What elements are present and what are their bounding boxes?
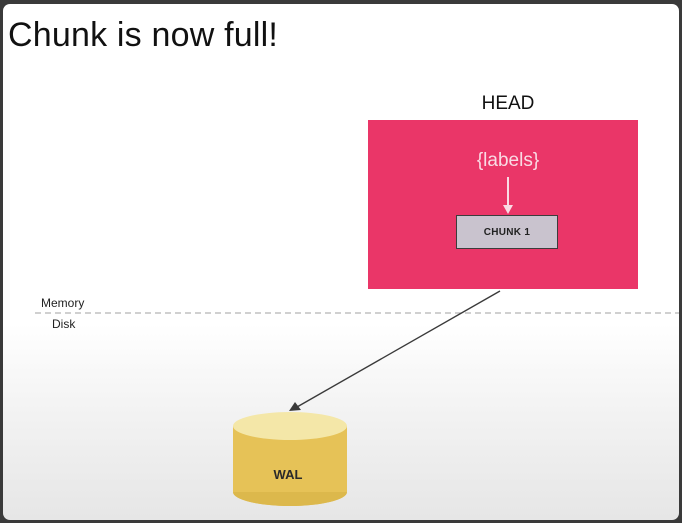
wal-label: WAL <box>273 467 303 482</box>
head-box: {labels} CHUNK 1 <box>368 120 638 289</box>
slide-title: Chunk is now full! <box>8 16 279 54</box>
wal-cylinder <box>233 412 347 506</box>
disk-label: Disk <box>52 317 76 331</box>
flush-arrow-head <box>289 402 301 411</box>
diagram-overlay <box>35 290 679 506</box>
labels-arrow <box>503 177 513 214</box>
chunk-box: CHUNK 1 <box>456 215 558 249</box>
slide: Chunk is now full! HEAD {labels} CHUNK 1… <box>3 4 679 520</box>
head-label: HEAD <box>481 93 535 114</box>
flush-arrow-line <box>296 290 501 408</box>
memory-label: Memory <box>41 296 85 310</box>
labels-text: {labels} <box>476 150 540 171</box>
